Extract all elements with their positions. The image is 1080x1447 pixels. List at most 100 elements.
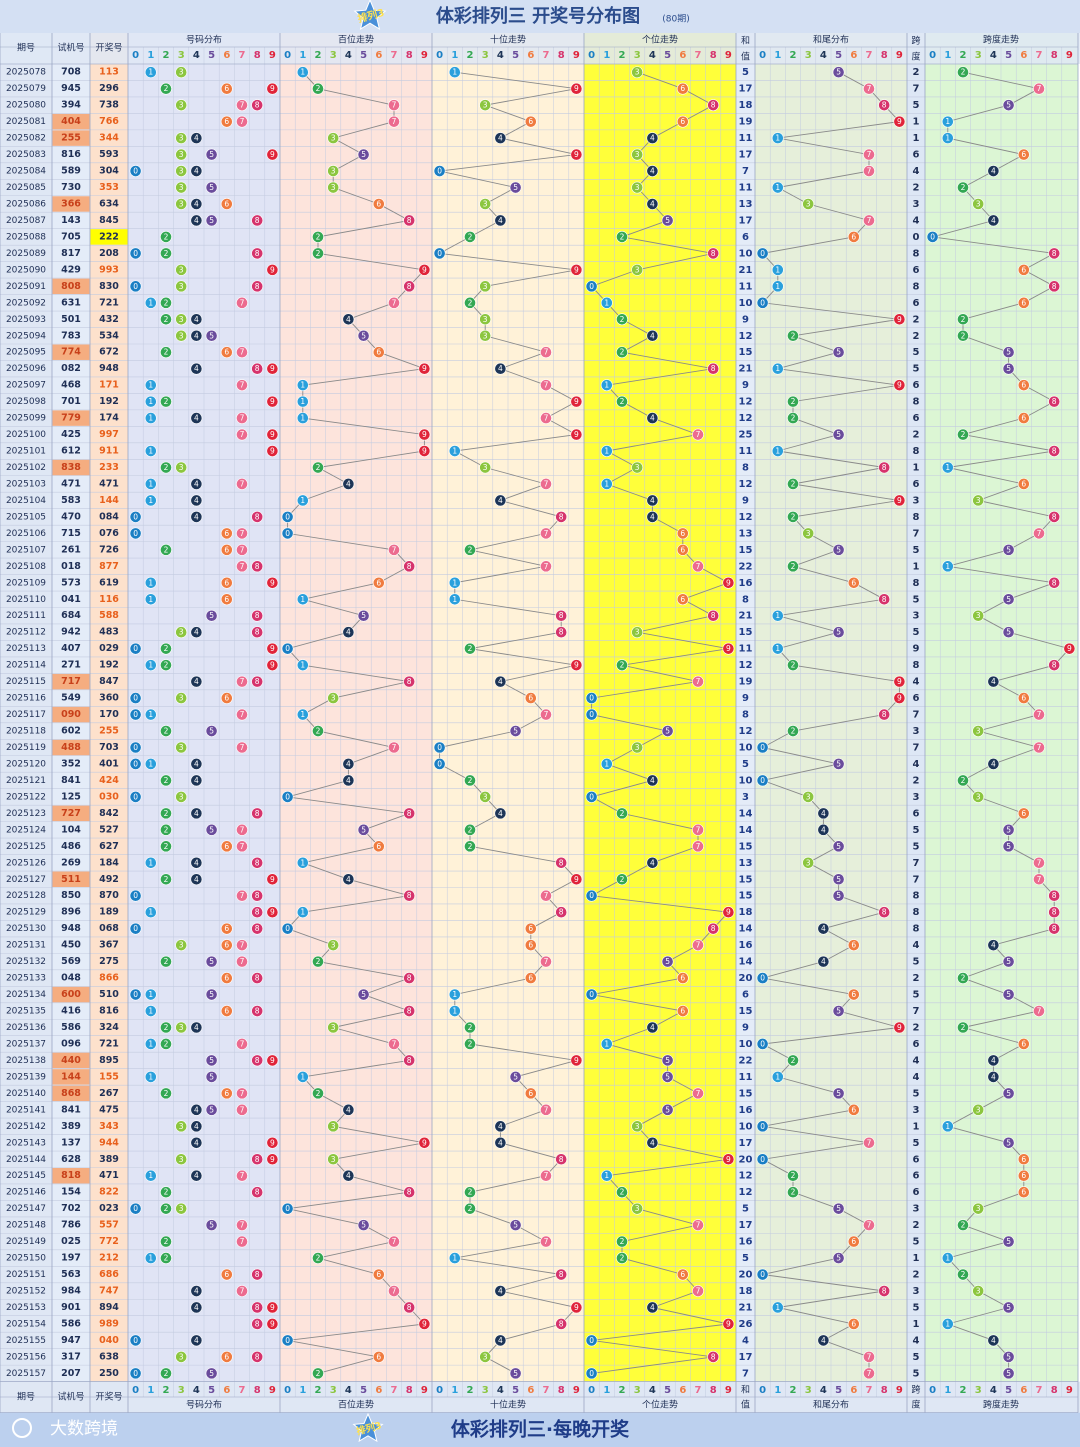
ball-digit: 0 xyxy=(437,743,442,752)
digit-ball xyxy=(357,988,370,1001)
digit-ball xyxy=(631,263,644,276)
span-value: 5 xyxy=(913,594,920,605)
ball-digit: 4 xyxy=(194,479,199,488)
trial-number: 612 xyxy=(61,446,81,457)
digit-header: 1 xyxy=(603,50,610,61)
digit-header: 2 xyxy=(619,50,626,61)
digit-ball xyxy=(1048,659,1061,672)
trial-number: 708 xyxy=(61,67,81,78)
issue-count: (80期) xyxy=(662,14,689,25)
digit-ball xyxy=(388,99,400,112)
draw-number: 686 xyxy=(99,1269,119,1280)
sum-value: 17 xyxy=(739,1138,753,1149)
period: 2025110 xyxy=(6,595,46,605)
digit-ball xyxy=(251,626,264,639)
sum-value: 15 xyxy=(739,874,753,885)
ball-digit: 4 xyxy=(194,875,199,884)
trial-number: 947 xyxy=(61,1335,81,1346)
ball-digit: 4 xyxy=(194,496,199,505)
digit-header: 5 xyxy=(1005,50,1012,61)
digit-header: 0 xyxy=(132,50,139,61)
draw-number: 233 xyxy=(99,462,119,473)
digit-ball xyxy=(144,1005,157,1017)
ball-digit: 2 xyxy=(164,776,169,785)
digit-ball xyxy=(817,1334,830,1347)
digit-ball xyxy=(646,774,659,787)
digit-ball xyxy=(236,741,248,754)
sum-header: 值 xyxy=(741,51,750,63)
digit-ball xyxy=(631,148,644,161)
span-value: 3 xyxy=(913,1286,920,1297)
trial-number: 701 xyxy=(61,396,81,407)
draw-number: 324 xyxy=(99,1022,119,1033)
ball-digit: 7 xyxy=(240,743,245,752)
ball-digit: 6 xyxy=(1021,381,1026,390)
ball-digit: 2 xyxy=(316,1089,321,1098)
period: 2025108 xyxy=(6,562,46,572)
digit-header: 0 xyxy=(588,1385,595,1396)
digit-ball xyxy=(129,889,142,902)
sum-value: 16 xyxy=(739,940,753,951)
digit-ball xyxy=(878,461,891,474)
ball-digit: 3 xyxy=(179,1204,184,1213)
ball-digit: 6 xyxy=(680,545,685,554)
sum-value: 10 xyxy=(739,1039,753,1050)
ball-digit: 8 xyxy=(255,364,260,373)
digit-header: 5 xyxy=(835,50,842,61)
span-value: 6 xyxy=(913,380,920,391)
ball-digit: 6 xyxy=(376,199,381,208)
digit-ball xyxy=(129,758,142,770)
ball-digit: 7 xyxy=(696,430,701,439)
digit-ball xyxy=(787,412,799,425)
sum-value: 12 xyxy=(739,397,753,408)
sum-value: 12 xyxy=(739,413,753,424)
group-header: 百位走势 xyxy=(338,1399,374,1411)
digit-header: 3 xyxy=(975,1385,982,1396)
ball-digit: 2 xyxy=(164,875,169,884)
digit-ball xyxy=(448,445,461,457)
ball-digit: 0 xyxy=(133,529,138,538)
ball-digit: 4 xyxy=(194,315,199,324)
digit-header: 4 xyxy=(820,50,827,61)
draw-number: 619 xyxy=(99,577,119,588)
digit-ball xyxy=(175,461,188,474)
trial-number: 850 xyxy=(61,890,81,901)
ball-digit: 5 xyxy=(1006,1138,1011,1147)
digit-header: 7 xyxy=(543,50,550,61)
sum-value: 17 xyxy=(739,150,753,161)
digit-header: 1 xyxy=(944,50,951,61)
digit-header: 9 xyxy=(573,1385,580,1396)
ball-digit: 2 xyxy=(164,809,169,818)
digit-ball xyxy=(494,214,507,227)
ball-digit: 3 xyxy=(483,282,488,291)
digit-ball xyxy=(1033,1005,1045,1017)
trial-number: 488 xyxy=(61,742,81,753)
digit-ball xyxy=(251,1318,264,1330)
digit-header: 8 xyxy=(881,1385,888,1396)
ball-digit: 3 xyxy=(331,183,336,192)
ball-digit: 8 xyxy=(1052,249,1057,258)
digit-ball xyxy=(1002,1350,1015,1363)
ball-digit: 3 xyxy=(179,1155,184,1164)
digit-ball xyxy=(972,1202,985,1215)
digit-ball xyxy=(448,576,461,589)
ball-digit: 9 xyxy=(270,364,275,373)
ball-digit: 6 xyxy=(680,117,685,126)
sum-value: 15 xyxy=(739,841,753,852)
digit-ball xyxy=(190,774,203,787)
ball-digit: 7 xyxy=(867,1221,872,1230)
draw-number: 275 xyxy=(99,956,119,967)
digit-header: 5 xyxy=(360,50,367,61)
ball-digit: 2 xyxy=(316,1369,321,1378)
ball-digit: 2 xyxy=(164,348,169,357)
period: 2025145 xyxy=(6,1171,46,1181)
digit-ball xyxy=(205,988,218,1001)
digit-header: 5 xyxy=(512,1385,519,1396)
logo-star xyxy=(353,0,387,30)
ball-digit: 1 xyxy=(452,1254,457,1263)
digit-header: 8 xyxy=(254,1385,261,1396)
period: 2025080 xyxy=(6,101,46,111)
ball-digit: 4 xyxy=(346,1171,351,1180)
period: 2025132 xyxy=(6,957,46,967)
digit-header: 9 xyxy=(269,1385,276,1396)
